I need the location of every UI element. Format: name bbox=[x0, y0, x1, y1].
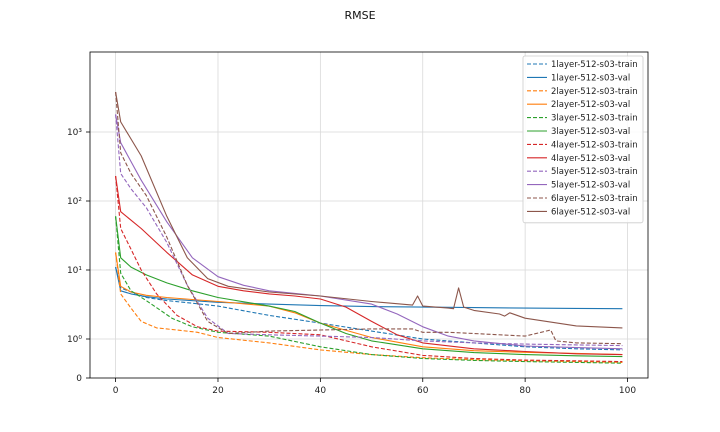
y-tick-label: 10⁰ bbox=[67, 335, 82, 345]
legend-label: 4layer-512-s03-val bbox=[551, 154, 630, 164]
series-6layer-512-s03-train bbox=[115, 91, 623, 345]
legend-label: 5layer-512-s03-val bbox=[551, 181, 630, 191]
legend-label: 5layer-512-s03-train bbox=[551, 167, 638, 177]
y-tick-label: 0 bbox=[76, 374, 82, 384]
series-4layer-512-s03-val bbox=[115, 175, 623, 356]
series-2layer-512-s03-val bbox=[115, 252, 623, 356]
legend: 1layer-512-s03-train 1layer-512-s03-val 2l… bbox=[522, 55, 644, 224]
y-tick-label: 10³ bbox=[67, 128, 82, 138]
x-tick-label: 80 bbox=[519, 386, 531, 396]
x-tick-label: 60 bbox=[417, 386, 429, 396]
legend-label: 1layer-512-s03-val bbox=[551, 73, 630, 83]
chart-title: RMSE bbox=[344, 9, 375, 22]
x-tick-label: 40 bbox=[315, 386, 327, 396]
series-6layer-512-s03-val bbox=[115, 91, 623, 329]
x-axis-ticks: 0 20 40 60 80 100 bbox=[113, 378, 636, 396]
series-1layer-512-s03-val bbox=[115, 266, 623, 310]
legend-label: 2layer-512-s03-train bbox=[551, 87, 638, 97]
x-tick-label: 20 bbox=[212, 386, 224, 396]
series-3layer-512-s03-train bbox=[115, 216, 623, 364]
y-tick-label: 10² bbox=[67, 197, 82, 207]
plot-frame bbox=[89, 51, 649, 379]
y-tick-label: 10¹ bbox=[67, 266, 82, 276]
legend-box bbox=[522, 55, 644, 224]
series-3layer-512-s03-val bbox=[115, 216, 623, 358]
legend-label: 3layer-512-s03-val bbox=[551, 127, 630, 137]
y-axis-ticks: 0 10⁰ 10¹ 10² 10³ bbox=[67, 128, 90, 384]
legend-label: 4layer-512-s03-train bbox=[551, 140, 638, 150]
legend-label: 3layer-512-s03-train bbox=[551, 114, 638, 124]
series-2layer-512-s03-train bbox=[115, 252, 623, 363]
legend-label: 6layer-512-s03-val bbox=[551, 207, 630, 217]
series-4layer-512-s03-train bbox=[115, 175, 623, 363]
x-tick-label: 0 bbox=[113, 386, 119, 396]
series-1layer-512-s03-train bbox=[115, 266, 623, 351]
legend-label: 1layer-512-s03-train bbox=[551, 60, 638, 70]
legend-label: 2layer-512-s03-val bbox=[551, 100, 630, 110]
x-tick-label: 100 bbox=[619, 386, 636, 396]
series-lines bbox=[115, 91, 623, 364]
legend-label: 6layer-512-s03-train bbox=[551, 194, 638, 204]
